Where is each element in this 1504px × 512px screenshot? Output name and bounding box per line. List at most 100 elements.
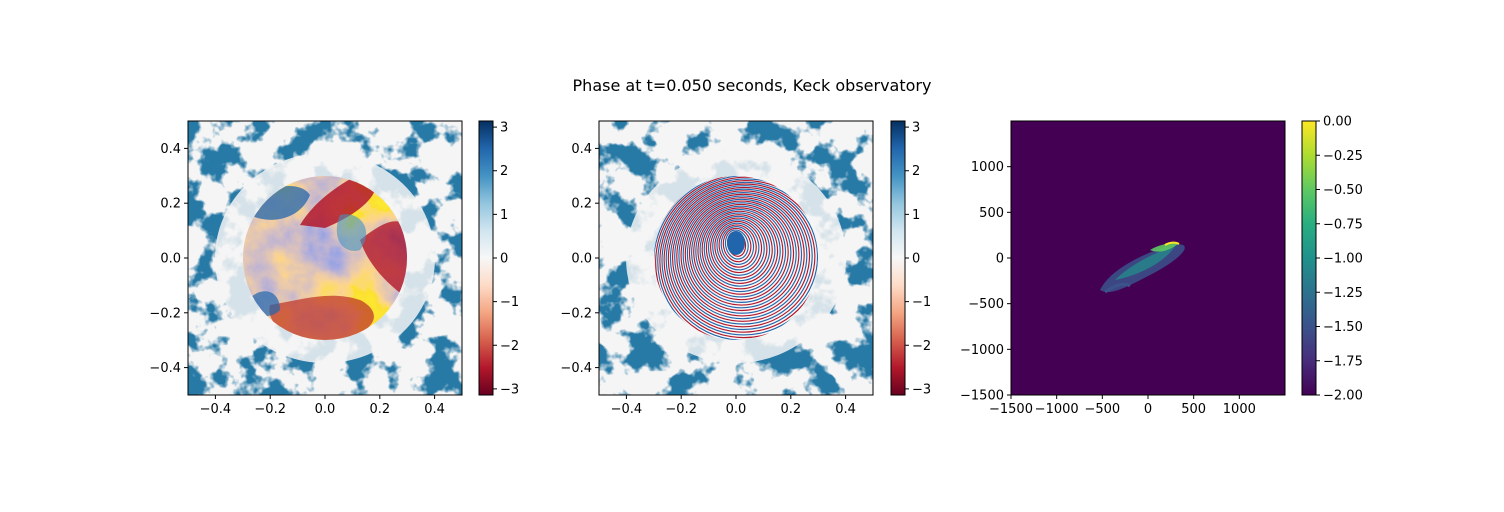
figure-title: Phase at t=0.050 seconds, Keck observato… xyxy=(573,76,932,95)
fringe-ring xyxy=(701,210,779,290)
fringe-ring xyxy=(720,226,755,265)
fringe-ring xyxy=(724,229,749,260)
fringe-ring xyxy=(695,205,787,298)
fringe-ring xyxy=(716,222,760,271)
panel-3-intensity: −1500 −1000 −500 0 500 1000−1500−1000−5000500… xyxy=(960,115,1363,418)
fringe-ring xyxy=(655,176,818,340)
x-tick-label: 0 xyxy=(1144,402,1152,417)
panel-1-ticks: −0.4 −0.2 0.0 0.2 0.4 −0.4 −0.2 0.0 0.2 0.4 xyxy=(149,142,445,417)
y-tick-label: 0 xyxy=(996,252,1004,267)
panel-2-colorbar xyxy=(890,120,906,396)
y-tick-label: 0.0 xyxy=(160,252,181,267)
panel-2-phase: −0.4 −0.2 0.0 0.2 0.4−0.4−0.20.00.20.4 −3−2−… xyxy=(560,120,931,417)
panel-1-phase: −0.4 −0.2 0.0 0.2 0.4−0.4−0.20.00.20.4 −3−2−… xyxy=(149,120,519,417)
x-tick-label: −1500 xyxy=(989,402,1033,417)
colorbar-tick-label: −1 xyxy=(500,295,519,310)
y-tick-label: −0.4 xyxy=(149,361,181,376)
x-tick-label: 0.0 xyxy=(315,402,336,417)
colorbar-tick-label: −1 xyxy=(912,295,931,310)
y-tick-label: −0.2 xyxy=(560,306,592,321)
fringe-ring xyxy=(703,212,776,287)
colorbar-tick-label: −3 xyxy=(912,382,931,397)
y-tick-label: 0.2 xyxy=(160,197,181,212)
panel-1-colorbar xyxy=(478,120,494,396)
colorbar-tick-label: −2.00 xyxy=(1323,389,1363,404)
fringe-ring xyxy=(676,190,811,322)
panel-2-colorbar-ticks: −3 −2 −1 0 1 2 3 xyxy=(905,121,931,397)
colorbar-tick-label: −1.25 xyxy=(1323,286,1363,301)
fringe-ring xyxy=(718,224,757,268)
panel-3-colorbar-ticks: 0.00 −0.25 −0.50 −0.75 −1.00 −1.25 −1.50 −1.75 −… xyxy=(1316,115,1363,404)
x-tick-label: −0.2 xyxy=(254,402,286,417)
x-tick-label: 0.4 xyxy=(424,402,445,417)
colorbar-tick-label: 0.00 xyxy=(1323,115,1352,130)
panel-1-colorbar-ticks: −3 −2 −1 0 1 2 3 xyxy=(493,121,519,397)
fringe-ring xyxy=(686,198,797,309)
colorbar-tick-label: 3 xyxy=(912,121,920,136)
colorbar-tick-label: −0.25 xyxy=(1323,149,1363,164)
colorbar-tick-label: −1.50 xyxy=(1323,320,1363,335)
x-tick-label: 0.0 xyxy=(726,402,747,417)
y-tick-label: 1000 xyxy=(971,160,1004,175)
panel-3-psf-streak xyxy=(1100,241,1185,294)
x-tick-label: 0.2 xyxy=(780,402,801,417)
colorbar-tick-label: −2 xyxy=(500,339,519,354)
fringe-ring xyxy=(707,215,771,282)
fringe-ring xyxy=(665,181,818,336)
fringe-ring xyxy=(722,227,752,263)
x-tick-label: 0.2 xyxy=(369,402,390,417)
y-tick-label: 0.4 xyxy=(571,142,592,157)
x-tick-label: 500 xyxy=(1181,402,1206,417)
y-tick-label: −500 xyxy=(968,297,1004,312)
fringe-ring xyxy=(688,200,795,306)
panel-2-ticks: −0.4 −0.2 0.0 0.2 0.4 −0.4 −0.2 0.0 0.2 0.4 xyxy=(560,142,856,417)
fringe-ring xyxy=(705,214,773,284)
colorbar-tick-label: 0 xyxy=(500,252,508,267)
x-tick-label: 1000 xyxy=(1223,402,1256,417)
fringe-ring xyxy=(678,191,808,320)
y-tick-label: 0.2 xyxy=(571,197,592,212)
panel-3-ticks: −1500 −1000 −500 0 500 1000−1500−1000−5000500… xyxy=(960,160,1256,417)
panel-3-colorbar xyxy=(1301,120,1317,396)
x-tick-label: −0.2 xyxy=(665,402,697,417)
fringe-ring xyxy=(659,176,818,340)
colorbar-tick-label: 1 xyxy=(912,208,920,223)
x-tick-label: 0.4 xyxy=(835,402,856,417)
colorbar-tick-label: 2 xyxy=(912,164,920,179)
x-tick-label: −1000 xyxy=(1035,402,1079,417)
fringe-ring xyxy=(691,202,792,303)
x-tick-label: −0.4 xyxy=(611,402,643,417)
fringe-ring xyxy=(684,197,800,312)
fringe-ring xyxy=(663,180,818,339)
fringe-ring xyxy=(680,193,805,317)
y-tick-label: 0.0 xyxy=(571,252,592,267)
fringe-ring xyxy=(669,185,818,331)
x-tick-label: −0.4 xyxy=(200,402,232,417)
colorbar-tick-label: −1.00 xyxy=(1323,252,1363,267)
colorbar-tick-label: −2 xyxy=(912,339,931,354)
colorbar-tick-label: 1 xyxy=(500,208,508,223)
fringe-ring xyxy=(657,176,818,340)
fringe-ring xyxy=(674,188,813,325)
fringe-ring xyxy=(682,195,803,314)
y-tick-label: −1000 xyxy=(960,343,1004,358)
y-tick-label: −1500 xyxy=(960,389,1004,404)
colorbar-tick-label: 2 xyxy=(500,164,508,179)
y-tick-label: 0.4 xyxy=(160,142,181,157)
panel-1-aperture xyxy=(243,176,407,340)
x-tick-label: −500 xyxy=(1084,402,1120,417)
fringe-ring xyxy=(699,209,781,293)
fringe-ring xyxy=(712,219,765,276)
fringe-ring xyxy=(714,220,763,274)
y-tick-label: 500 xyxy=(979,206,1004,221)
fringe-ring xyxy=(697,207,784,295)
fringe-ring xyxy=(672,186,816,328)
colorbar-tick-label: −0.50 xyxy=(1323,183,1363,198)
colorbar-tick-label: 3 xyxy=(500,121,508,136)
colorbar-tick-label: 0 xyxy=(912,252,920,267)
fringe-ring xyxy=(710,217,768,279)
colorbar-tick-label: −1.75 xyxy=(1323,354,1363,369)
colorbar-tick-label: −0.75 xyxy=(1323,217,1363,232)
colorbar-tick-label: −3 xyxy=(500,382,519,397)
